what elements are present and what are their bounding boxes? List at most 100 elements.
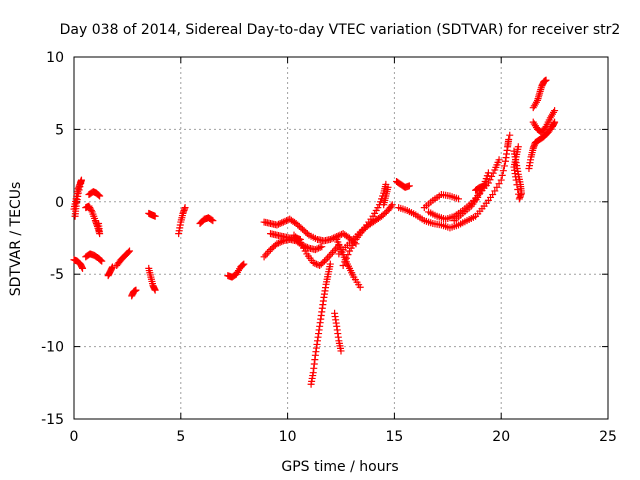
data-point bbox=[514, 143, 522, 151]
data-point bbox=[151, 286, 159, 294]
data-point bbox=[491, 187, 499, 195]
data-point bbox=[79, 264, 87, 272]
data-point bbox=[498, 171, 506, 179]
data-point bbox=[240, 260, 248, 268]
data-point bbox=[208, 216, 216, 224]
data-point bbox=[279, 218, 287, 226]
data-point bbox=[260, 253, 268, 261]
data-point bbox=[311, 246, 319, 254]
data-point bbox=[320, 257, 328, 265]
data-point bbox=[313, 245, 321, 253]
data-point bbox=[209, 217, 217, 225]
data-point bbox=[273, 240, 281, 248]
data-point bbox=[71, 212, 79, 220]
data-point bbox=[488, 172, 496, 180]
data-point bbox=[276, 220, 284, 228]
data-point bbox=[94, 191, 102, 199]
chart-title: Day 038 of 2014, Sidereal Day-to-day VTE… bbox=[60, 22, 621, 38]
data-point bbox=[474, 193, 482, 201]
data-point bbox=[151, 212, 159, 220]
data-point bbox=[495, 156, 503, 164]
data-point bbox=[327, 250, 335, 258]
x-tick-label: 20 bbox=[492, 429, 510, 445]
data-point bbox=[108, 263, 116, 271]
data-point bbox=[314, 261, 322, 269]
data-point bbox=[505, 136, 513, 144]
data-point bbox=[276, 238, 284, 246]
y-tick-label: 5 bbox=[55, 122, 64, 138]
data-point bbox=[356, 283, 364, 291]
data-point bbox=[334, 232, 342, 240]
y-axis-label: SDTVAR / TECUs bbox=[8, 182, 24, 297]
data-point bbox=[324, 254, 332, 262]
grid-lines bbox=[74, 57, 608, 419]
data-point bbox=[275, 220, 283, 228]
data-point bbox=[475, 190, 483, 198]
data-point bbox=[273, 221, 281, 229]
data-point bbox=[325, 252, 333, 260]
data-point bbox=[126, 247, 134, 255]
data-point bbox=[330, 247, 338, 255]
data-point bbox=[315, 244, 323, 252]
data-point bbox=[513, 181, 521, 189]
data-point bbox=[132, 286, 140, 294]
y-tick-label: -15 bbox=[41, 412, 64, 428]
data-point bbox=[262, 251, 270, 259]
data-point bbox=[238, 262, 246, 270]
data-point bbox=[500, 162, 508, 170]
data-point bbox=[499, 167, 507, 175]
data-point bbox=[263, 249, 271, 257]
data-point bbox=[316, 243, 324, 251]
data-point bbox=[303, 243, 311, 251]
data-point bbox=[497, 176, 505, 184]
data-point bbox=[480, 182, 488, 190]
plot-frame bbox=[73, 56, 609, 420]
data-point bbox=[97, 256, 105, 264]
data-point bbox=[551, 118, 559, 126]
data-point bbox=[281, 217, 289, 225]
data-point bbox=[309, 259, 317, 267]
data-point bbox=[98, 257, 106, 265]
data-point bbox=[484, 169, 492, 177]
axis-ticks: 0 5 10 15 20 25 -15 -10 -5 0 5 10 bbox=[41, 50, 617, 445]
data-point bbox=[405, 182, 413, 190]
data-point bbox=[454, 195, 462, 203]
data-point bbox=[541, 124, 549, 132]
y-tick-label: 0 bbox=[55, 195, 64, 211]
data-point bbox=[489, 191, 497, 199]
data-point bbox=[388, 201, 396, 209]
data-points bbox=[70, 76, 559, 388]
data-point bbox=[326, 235, 334, 243]
data-point bbox=[311, 259, 319, 267]
data-point bbox=[341, 258, 349, 266]
data-point bbox=[542, 76, 550, 84]
x-tick-label: 25 bbox=[599, 429, 617, 445]
y-tick-label: 10 bbox=[46, 50, 64, 66]
data-point bbox=[344, 251, 352, 259]
data-point bbox=[342, 254, 350, 262]
data-point bbox=[303, 230, 311, 238]
data-point bbox=[87, 206, 95, 214]
data-point bbox=[96, 192, 104, 200]
x-tick-label: 10 bbox=[279, 429, 297, 445]
data-point bbox=[275, 239, 283, 247]
data-point bbox=[95, 220, 103, 228]
data-point bbox=[495, 180, 503, 188]
data-point bbox=[380, 201, 388, 209]
data-point bbox=[339, 262, 347, 270]
data-point bbox=[75, 186, 83, 194]
data-point bbox=[387, 202, 395, 210]
data-point bbox=[506, 131, 514, 139]
data-point bbox=[493, 183, 501, 191]
data-point bbox=[515, 190, 523, 198]
data-point bbox=[484, 179, 492, 187]
data-point bbox=[124, 248, 132, 256]
data-point bbox=[328, 248, 336, 256]
data-point bbox=[486, 176, 494, 184]
data-point bbox=[76, 183, 84, 191]
data-point bbox=[96, 256, 104, 264]
data-point bbox=[181, 204, 189, 212]
data-point bbox=[514, 185, 522, 193]
y-tick-label: -10 bbox=[41, 340, 64, 356]
